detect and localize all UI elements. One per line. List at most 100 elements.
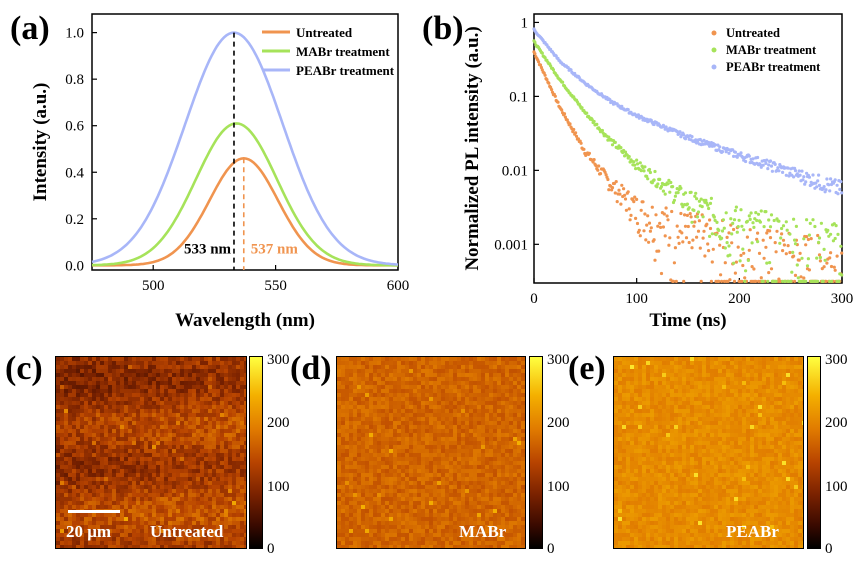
data-point xyxy=(724,211,728,215)
data-point xyxy=(587,151,591,155)
data-point xyxy=(701,215,705,219)
data-point xyxy=(793,242,798,246)
data-point xyxy=(793,169,798,173)
data-point xyxy=(764,245,768,249)
data-point xyxy=(762,225,766,229)
data-point xyxy=(722,226,726,230)
data-point xyxy=(710,232,714,236)
data-point xyxy=(661,225,665,229)
data-point xyxy=(801,178,805,182)
colorbar-d-tick-300: 300 xyxy=(547,352,570,368)
data-point xyxy=(698,246,702,250)
data-point xyxy=(821,279,825,283)
data-point xyxy=(645,223,649,227)
data-point xyxy=(745,219,749,223)
series-line-mabr-treatment xyxy=(91,122,398,267)
data-point xyxy=(696,210,701,214)
panel-label-c: (c) xyxy=(5,350,43,387)
data-point xyxy=(643,165,647,169)
data-point xyxy=(683,137,688,141)
map-label-mabr: MABr xyxy=(459,522,507,541)
data-point xyxy=(715,220,719,224)
x-tick-label: 200 xyxy=(728,291,751,307)
data-point xyxy=(690,135,694,139)
data-point xyxy=(603,170,607,174)
data-point xyxy=(723,246,727,250)
data-point xyxy=(702,229,706,233)
data-point xyxy=(627,155,631,159)
data-point xyxy=(789,279,793,283)
data-point xyxy=(797,169,801,173)
data-point xyxy=(764,161,768,165)
data-point xyxy=(824,279,828,283)
data-point xyxy=(831,239,835,243)
data-point xyxy=(695,215,700,219)
data-point xyxy=(761,238,765,242)
data-point xyxy=(617,188,621,192)
data-point xyxy=(713,218,717,222)
data-point xyxy=(761,163,765,167)
data-point xyxy=(756,155,760,160)
x-axis-label: Time (ns) xyxy=(649,310,726,331)
data-point xyxy=(668,190,672,194)
data-point xyxy=(728,253,732,257)
data-point xyxy=(732,279,737,283)
data-point xyxy=(635,162,640,166)
data-point xyxy=(815,256,819,260)
data-point xyxy=(697,219,701,223)
data-point xyxy=(610,143,615,147)
data-point xyxy=(615,200,619,204)
data-point xyxy=(758,163,762,167)
data-point xyxy=(774,279,778,283)
data-point xyxy=(670,209,674,214)
data-point xyxy=(786,244,790,248)
data-point xyxy=(730,232,734,236)
data-point xyxy=(754,211,758,215)
data-point xyxy=(840,251,844,255)
data-point xyxy=(785,228,789,232)
colorbar-c-tick-200: 200 xyxy=(267,415,290,431)
data-point xyxy=(671,185,675,189)
data-point xyxy=(626,190,630,194)
data-point xyxy=(776,166,780,170)
data-point xyxy=(833,178,837,182)
data-point xyxy=(782,243,786,247)
data-point xyxy=(627,207,631,211)
data-point xyxy=(807,233,811,237)
data-point xyxy=(836,232,840,236)
data-point xyxy=(718,243,722,247)
data-point xyxy=(802,175,806,179)
data-point xyxy=(679,211,683,216)
data-point xyxy=(672,198,676,202)
colorbar-e-tick-0: 0 xyxy=(825,541,833,557)
data-point xyxy=(816,179,820,183)
data-point xyxy=(686,224,690,229)
data-point xyxy=(732,154,736,158)
data-point xyxy=(808,221,812,225)
data-point xyxy=(597,164,601,168)
data-point xyxy=(642,229,646,233)
data-point xyxy=(792,217,796,221)
data-point xyxy=(659,225,663,229)
data-point xyxy=(629,213,633,217)
data-point xyxy=(689,190,693,194)
data-point xyxy=(766,279,770,283)
data-point xyxy=(747,214,751,218)
data-point xyxy=(550,88,554,92)
data-point xyxy=(714,233,718,237)
data-point xyxy=(687,240,691,245)
data-point xyxy=(632,160,636,164)
series-points-mabr-treatment xyxy=(532,39,844,283)
data-point xyxy=(767,218,771,222)
data-point xyxy=(662,212,666,216)
data-point xyxy=(533,40,537,44)
panel-label-e: (e) xyxy=(568,350,606,387)
data-point xyxy=(733,209,737,213)
data-point xyxy=(704,198,708,202)
data-point xyxy=(829,279,834,283)
data-point xyxy=(706,242,710,246)
data-point xyxy=(733,271,737,275)
scale-bar xyxy=(68,510,120,513)
data-point xyxy=(683,224,688,228)
data-point xyxy=(633,195,637,199)
